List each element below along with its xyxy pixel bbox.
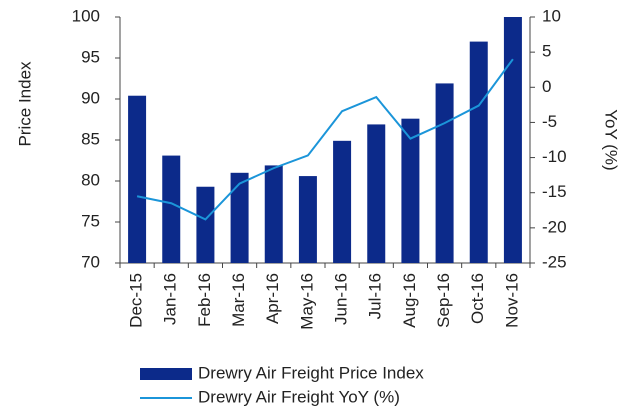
legend-label: Drewry Air Freight Price Index [198,363,424,382]
x-tick-label: Dec-15 [127,273,146,328]
y2-axis-label: YoY (%) [602,109,621,170]
bar [469,41,488,263]
x-tick-label: Jul-16 [366,273,385,319]
y2-tick-label: 5 [542,42,551,61]
y2-tick-label: -5 [542,112,557,131]
x-tick-label: Apr-16 [263,273,282,324]
y-tick-label: 100 [72,6,100,25]
x-tick-label: Feb-16 [195,273,214,327]
bar [435,83,454,263]
y2-tick-label: -20 [542,217,567,236]
bar [401,118,420,264]
y-tick-label: 95 [81,47,100,66]
bar [196,186,215,263]
x-tick-label: Oct-16 [468,273,487,324]
bar [298,176,317,263]
x-tick-label: May-16 [297,273,316,330]
bar [230,172,249,263]
bar [333,140,352,263]
legend-label: Drewry Air Freight YoY (%) [198,387,400,406]
y-tick-label: 90 [81,88,100,107]
y-axis-label: Price Index [15,61,34,147]
y2-tick-label: -25 [542,252,567,271]
y2-tick-label: -15 [542,182,567,201]
x-tick-label: Jun-16 [332,273,351,325]
y-tick-label: 80 [81,170,100,189]
x-tick-label: Jan-16 [161,273,180,325]
x-tick-label: Aug-16 [400,273,419,328]
y-tick-label: 85 [81,129,100,148]
bar [503,17,522,263]
y-tick-label: 70 [81,252,100,271]
bar [128,95,147,263]
legend-swatch [140,368,192,380]
x-tick-label: Sep-16 [434,273,453,328]
x-tick-label: Nov-16 [502,273,521,328]
bar [162,155,181,263]
bar [367,124,386,263]
line [136,58,514,221]
x-tick-label: Mar-16 [229,273,248,327]
y-tick-label: 75 [81,211,100,230]
y2-tick-label: -10 [542,147,567,166]
y2-tick-label: 10 [542,6,561,25]
bar [264,165,283,263]
y2-tick-label: 0 [542,77,551,96]
